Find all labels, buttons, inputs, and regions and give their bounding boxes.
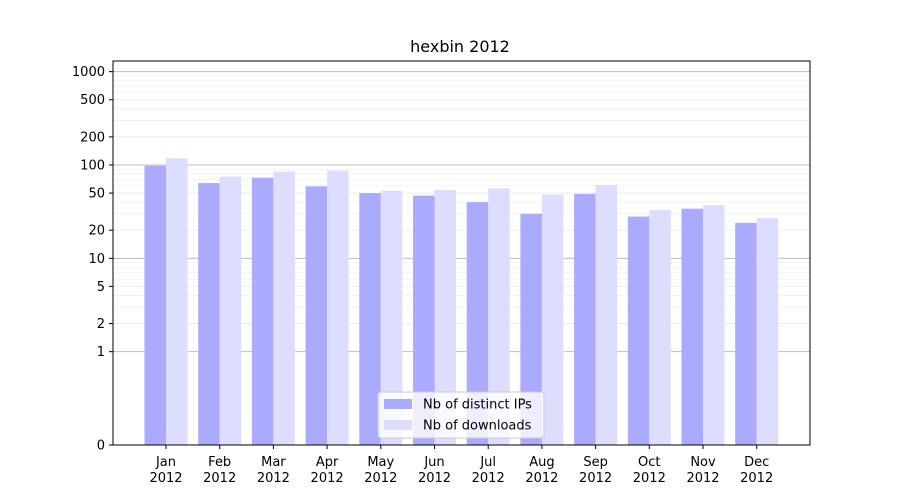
x-tick-label-year: 2012 — [525, 471, 558, 486]
y-tick-label: 20 — [88, 224, 105, 239]
bar-downloads-oct — [649, 209, 671, 445]
x-tick-label-year: 2012 — [633, 471, 666, 486]
bar-downloads-apr — [327, 170, 349, 445]
x-tick-label-year: 2012 — [364, 471, 397, 486]
bar-distinct-ips-jul — [466, 202, 489, 445]
x-tick-label-year: 2012 — [311, 471, 344, 486]
bar-downloads-nov — [703, 205, 725, 445]
bar-distinct-ips-nov — [681, 208, 703, 445]
y-tick-label: 50 — [88, 187, 105, 202]
y-tick-label: 10 — [88, 252, 105, 267]
bar-downloads-jan — [166, 158, 188, 445]
y-tick-label: 1 — [97, 345, 105, 360]
x-tick-label-year: 2012 — [579, 471, 612, 486]
y-tick-label: 500 — [80, 93, 105, 108]
x-tick-label-month: Feb — [208, 455, 231, 470]
bar-distinct-ips-may — [359, 193, 381, 445]
legend-box — [377, 391, 545, 439]
bar-distinct-ips-dec — [735, 222, 757, 445]
x-tick-label-month: Sep — [583, 455, 608, 470]
legend-label: Nb of distinct IPs — [423, 398, 532, 413]
x-tick-label-month: Mar — [261, 455, 286, 470]
x-tick-label-year: 2012 — [203, 471, 236, 486]
x-tick-label-month: Jun — [423, 455, 444, 470]
legend-label: Nb of downloads — [423, 419, 532, 434]
x-tick-label-year: 2012 — [472, 471, 505, 486]
y-tick-label: 5 — [97, 280, 105, 295]
bar-downloads-mar — [273, 171, 295, 445]
x-tick-label-month: Apr — [316, 455, 339, 470]
x-tick-label-year: 2012 — [418, 471, 451, 486]
x-tick-label-year: 2012 — [740, 471, 773, 486]
y-tick-label: 2 — [97, 317, 105, 332]
bar-distinct-ips-sep — [574, 193, 596, 445]
bar-distinct-ips-jan — [144, 165, 166, 446]
y-tick-label: 0 — [97, 439, 105, 454]
bar-downloads-dec — [756, 218, 779, 445]
bar-distinct-ips-oct — [627, 216, 650, 445]
x-tick-label-month: Oct — [638, 455, 660, 470]
bar-distinct-ips-apr — [305, 186, 328, 445]
legend: Nb of distinct IPs Nb of downloads — [377, 391, 545, 439]
legend-swatch — [384, 420, 412, 430]
x-axis: Jan2012Feb2012Mar2012Apr2012May2012Jun20… — [149, 445, 773, 486]
chart-title: hexbin 2012 — [410, 37, 510, 56]
y-tick-label: 100 — [80, 158, 105, 173]
bar-downloads-jun — [434, 189, 456, 445]
x-tick-label-year: 2012 — [257, 471, 290, 486]
x-tick-label-month: Nov — [690, 455, 716, 470]
y-tick-label: 1000 — [72, 65, 105, 80]
bar-downloads-aug — [541, 194, 564, 445]
bars-layer — [144, 158, 779, 446]
x-tick-label-month: Aug — [529, 455, 554, 470]
y-tick-label: 200 — [80, 130, 105, 145]
x-tick-label-year: 2012 — [686, 471, 719, 486]
x-tick-label-month: Jan — [155, 455, 176, 470]
bar-downloads-sep — [595, 185, 618, 445]
bar-downloads-feb — [219, 176, 242, 445]
bar-downloads-may — [380, 190, 403, 445]
x-tick-label-month: May — [367, 455, 394, 470]
bar-distinct-ips-mar — [251, 177, 274, 445]
bar-distinct-ips-aug — [520, 213, 542, 445]
plot-frame — [112, 60, 811, 446]
x-tick-label-year: 2012 — [149, 471, 182, 486]
x-tick-label-month: Jul — [479, 455, 496, 470]
legend-swatch — [384, 399, 412, 409]
bar-downloads-jul — [488, 188, 510, 445]
y-axis: 0 1 2 5 10 20 50 100 200 500 1000 — [72, 65, 113, 454]
x-tick-label-month: Dec — [744, 455, 769, 470]
bar-distinct-ips-jun — [413, 195, 435, 445]
bar-distinct-ips-feb — [198, 183, 220, 446]
